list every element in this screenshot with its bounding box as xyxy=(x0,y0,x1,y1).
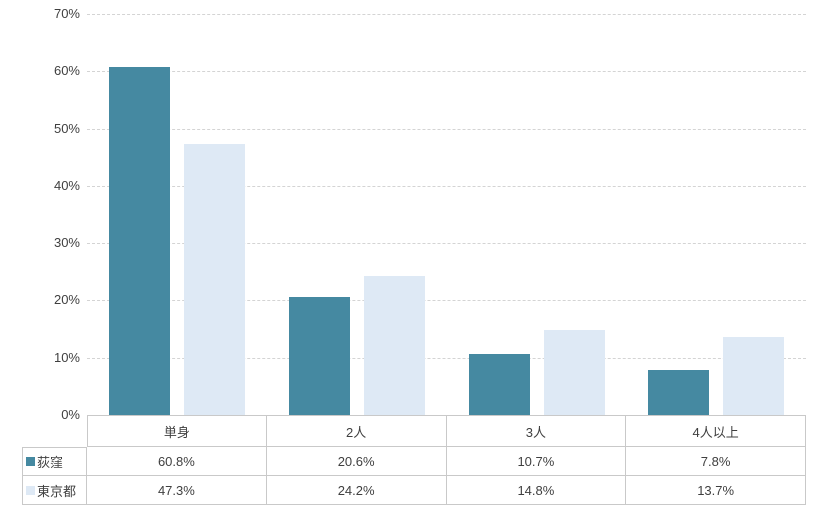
y-axis-tick-label: 10% xyxy=(53,349,80,365)
value-cell: 60.8% xyxy=(87,447,267,476)
gridline xyxy=(87,71,806,73)
y-axis-tick-label: 50% xyxy=(53,120,80,136)
y-axis-tick-label: 70% xyxy=(53,6,80,22)
bar-series0-category3 xyxy=(648,370,710,415)
gridline xyxy=(87,128,806,130)
gridline xyxy=(87,300,806,302)
y-axis-tick-label: 30% xyxy=(53,235,80,251)
value-cell: 13.7% xyxy=(626,476,806,505)
legend-swatch-icon xyxy=(26,485,35,495)
y-axis-tick-label: 60% xyxy=(53,63,80,79)
bar-series0-category2 xyxy=(468,354,530,415)
bar-series1-category3 xyxy=(723,337,785,415)
gridline xyxy=(87,185,806,187)
category-header: 単身 xyxy=(87,415,267,447)
legend-series-label: 荻窪 xyxy=(37,455,64,470)
value-cell: 14.8% xyxy=(446,476,627,505)
legend-series-label: 東京都 xyxy=(37,483,77,499)
value-cell: 7.8% xyxy=(626,447,806,476)
bar-series1-category1 xyxy=(363,276,425,415)
value-cell: 24.2% xyxy=(266,476,447,505)
category-header: 2人 xyxy=(266,415,447,447)
value-cell: 20.6% xyxy=(266,447,447,476)
bar-series1-category2 xyxy=(543,330,605,415)
bar-series0-category1 xyxy=(288,297,350,415)
y-axis-tick-label: 40% xyxy=(53,178,80,194)
legend-cell: 東京都 xyxy=(22,476,87,505)
gridline xyxy=(87,14,806,15)
bar-series1-category0 xyxy=(184,144,245,415)
gridline xyxy=(87,243,806,245)
category-header: 3人 xyxy=(446,415,627,447)
chart-data-table: 単身 2人 3人 4人以上荻窪 60.8% 20.6% 10.7% 7.8% 東京都 47.3% 2… xyxy=(22,415,806,505)
gridline xyxy=(87,357,806,359)
category-header: 4人以上 xyxy=(626,415,806,447)
legend-swatch-icon xyxy=(26,457,35,466)
legend-cell: 荻窪 xyxy=(22,447,87,476)
value-cell: 10.7% xyxy=(446,447,627,476)
bar-series0-category0 xyxy=(109,67,170,415)
value-cell: 47.3% xyxy=(87,476,267,505)
y-axis-tick-label: 20% xyxy=(53,292,80,308)
y-axis-tick-label: 0% xyxy=(61,407,80,423)
